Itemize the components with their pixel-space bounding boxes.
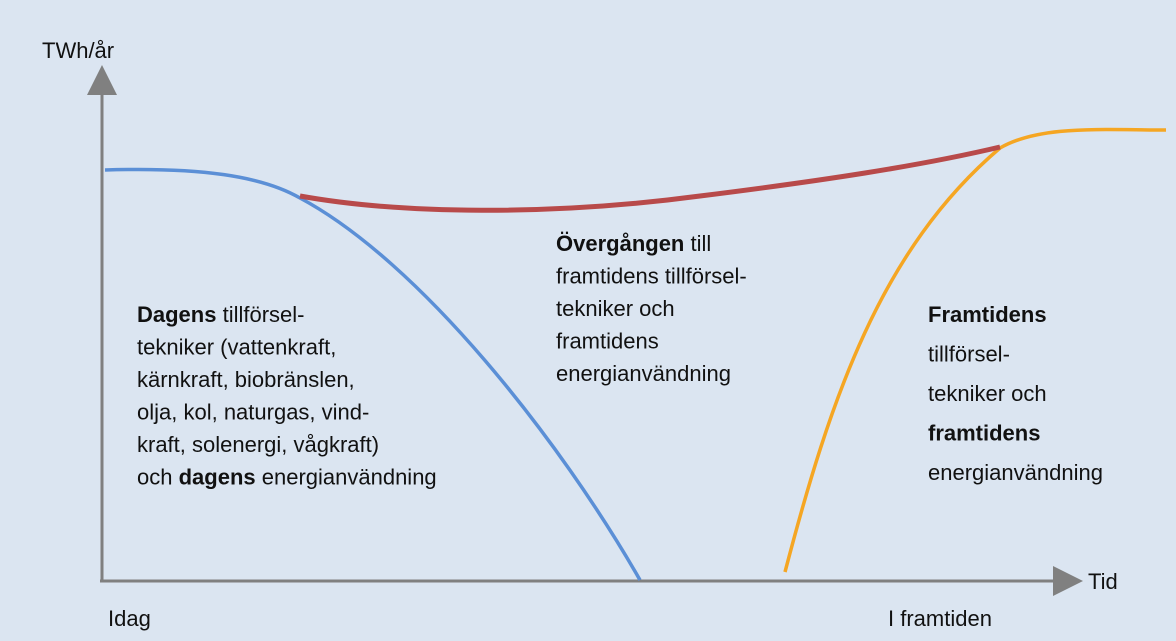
bold-text: Övergången bbox=[556, 231, 684, 256]
text-segment: energianvändning bbox=[928, 460, 1103, 485]
text-line: kärnkraft, biobränslen, bbox=[137, 367, 355, 392]
text-line: tekniker och bbox=[556, 296, 675, 321]
text-segment: och bbox=[137, 464, 179, 489]
text-line: tekniker och bbox=[928, 381, 1047, 406]
text-segment: framtidens tillförsel- bbox=[556, 263, 747, 288]
text-line: energianvändning bbox=[556, 361, 731, 386]
text-segment: tillförsel- bbox=[216, 302, 304, 327]
text-line: tillförsel- bbox=[928, 341, 1010, 366]
text-line: framtidens bbox=[556, 328, 659, 353]
text-line: kraft, solenergi, vågkraft) bbox=[137, 432, 379, 457]
text-line: olja, kol, naturgas, vind- bbox=[137, 399, 369, 424]
future-curve bbox=[783, 127, 1167, 573]
bold-text: framtidens bbox=[928, 420, 1040, 445]
text-line: Dagens tillförsel- bbox=[137, 302, 305, 327]
text-segment: energianvändning bbox=[556, 361, 731, 386]
x-start-label: Idag bbox=[108, 606, 151, 631]
text-blocks: Dagens tillförsel-tekniker (vattenkraft,… bbox=[137, 231, 1103, 490]
text-segment: kraft, solenergi, vågkraft) bbox=[137, 432, 379, 457]
today-curve bbox=[104, 167, 642, 581]
bold-text: Dagens bbox=[137, 302, 216, 327]
text-line: Övergången till bbox=[556, 231, 711, 256]
x-axis-label: Tid bbox=[1088, 569, 1118, 594]
bold-text: dagens bbox=[179, 464, 256, 489]
text-line: och dagens energianvändning bbox=[137, 464, 437, 489]
text-segment: tekniker (vattenkraft, bbox=[137, 334, 336, 359]
text-line: framtidens tillförsel- bbox=[556, 263, 747, 288]
text-segment: till bbox=[684, 231, 711, 256]
text-segment: kärnkraft, biobränslen, bbox=[137, 367, 355, 392]
text-segment: framtidens bbox=[556, 328, 659, 353]
text-line: framtidens bbox=[928, 420, 1040, 445]
text-line: Framtidens bbox=[928, 302, 1047, 327]
text-segment: tekniker och bbox=[928, 381, 1047, 406]
text-segment: tillförsel- bbox=[928, 341, 1010, 366]
text-line: tekniker (vattenkraft, bbox=[137, 334, 336, 359]
text-line: energianvändning bbox=[928, 460, 1103, 485]
text-segment: olja, kol, naturgas, vind- bbox=[137, 399, 369, 424]
text-segment: energianvändning bbox=[256, 464, 437, 489]
transition-curve bbox=[299, 144, 1001, 213]
y-axis-label: TWh/år bbox=[42, 38, 114, 63]
bold-text: Framtidens bbox=[928, 302, 1047, 327]
text-segment: tekniker och bbox=[556, 296, 675, 321]
x-end-label: I framtiden bbox=[888, 606, 992, 631]
